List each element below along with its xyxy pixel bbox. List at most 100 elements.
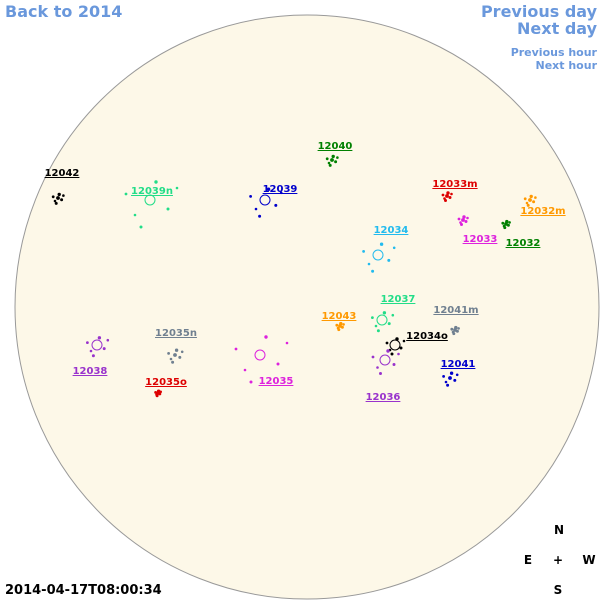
region-label[interactable]: 12034 (374, 225, 409, 236)
sunspot (180, 350, 184, 354)
sunspot (461, 218, 465, 222)
sunspot (395, 337, 399, 341)
region-label[interactable]: 12041m (433, 305, 478, 316)
sunspot (339, 321, 343, 326)
sunspot (175, 186, 179, 190)
sunspot (397, 352, 400, 356)
sunspot (525, 201, 529, 205)
sunspot (171, 360, 175, 364)
region-label[interactable]: 12039n (131, 186, 173, 197)
sunspot (340, 325, 344, 329)
sunspot (249, 380, 253, 384)
sunspot (379, 372, 382, 375)
sunspot (382, 311, 387, 315)
sunspot (276, 362, 280, 366)
previous-day-link[interactable]: Previous day (481, 2, 598, 21)
region-label[interactable]: 12040 (318, 141, 353, 152)
sunspot (159, 390, 162, 394)
sunspot (505, 219, 509, 224)
sunspot (86, 341, 89, 345)
sunspot (442, 375, 446, 378)
region-label[interactable]: 12038 (73, 366, 108, 377)
sunspot (342, 323, 345, 326)
region-label[interactable]: 12034o (406, 331, 448, 342)
compass-east: E (524, 553, 532, 567)
sunspot (327, 161, 331, 165)
sunspot (450, 327, 454, 331)
region-label[interactable]: 12032m (520, 206, 565, 217)
next-hour-link[interactable]: Next hour (536, 59, 598, 72)
region-label[interactable]: 12033 (463, 234, 498, 245)
sunspot (124, 192, 128, 196)
sunspot (264, 335, 268, 339)
sunspot (97, 336, 102, 340)
sunspot (178, 355, 182, 359)
sunspot (506, 223, 510, 227)
sunspot (89, 349, 93, 353)
sunspot (91, 354, 95, 358)
sunspot (446, 191, 450, 195)
region-label[interactable]: 12039 (263, 184, 298, 195)
sunspot (448, 196, 452, 199)
sunspot (389, 339, 401, 351)
sunspot (529, 194, 533, 199)
sunspot (444, 199, 447, 202)
sunspot (391, 313, 395, 317)
compass-west: W (582, 553, 595, 567)
sunspot (325, 157, 329, 161)
sunspot (526, 203, 530, 207)
sunspot (452, 332, 456, 336)
sunspot (243, 368, 247, 372)
sunspot (453, 378, 457, 382)
sunspot (337, 328, 341, 332)
sunspot (455, 329, 459, 333)
region-label[interactable]: 12042 (45, 168, 80, 179)
sunspot (371, 269, 375, 273)
region-label[interactable]: 12035o (145, 377, 187, 388)
region-label[interactable]: 12041 (441, 359, 476, 370)
compass-north: N (554, 523, 564, 537)
sunspot (259, 194, 271, 206)
sunspot (336, 156, 339, 159)
region-label[interactable]: 12035n (155, 328, 197, 339)
solar-disk (14, 14, 600, 600)
sunspot (387, 258, 391, 262)
region-label[interactable]: 12037 (381, 294, 416, 305)
sunspot (51, 195, 55, 199)
sunspot (174, 348, 179, 352)
sunspot (57, 192, 61, 197)
sunspot (457, 327, 460, 330)
sunspot (390, 352, 394, 356)
region-label[interactable]: 12043 (322, 311, 357, 322)
sunspot (102, 347, 106, 351)
sunspot (443, 197, 446, 200)
sunspot (466, 216, 469, 220)
sunspot (386, 349, 390, 353)
sunspot (448, 376, 452, 380)
region-label[interactable]: 12032 (506, 238, 541, 249)
sunspot (234, 347, 238, 351)
sunspot (385, 341, 389, 345)
sunspot (459, 221, 462, 224)
sunspot (169, 357, 173, 361)
region-label[interactable]: 12036 (366, 392, 401, 403)
next-day-link[interactable]: Next day (517, 19, 598, 38)
sunspot (91, 339, 103, 351)
sunspot (266, 187, 271, 191)
compass-south: S (554, 583, 563, 597)
region-label[interactable]: 12035 (259, 376, 294, 387)
sunspot (254, 349, 266, 361)
back-link[interactable]: Back to 2014 (5, 2, 122, 21)
sunspot (335, 323, 339, 327)
sunspot (528, 198, 532, 202)
sunspot (501, 221, 505, 225)
timestamp: 2014-04-17T08:00:34 (5, 583, 162, 598)
sunspot (154, 391, 158, 394)
previous-hour-link[interactable]: Previous hour (511, 46, 598, 59)
region-label[interactable]: 12033m (432, 179, 477, 190)
sunspot (62, 194, 65, 197)
sunspot (402, 339, 406, 343)
sunspot (173, 353, 177, 357)
sunspot (56, 196, 60, 200)
